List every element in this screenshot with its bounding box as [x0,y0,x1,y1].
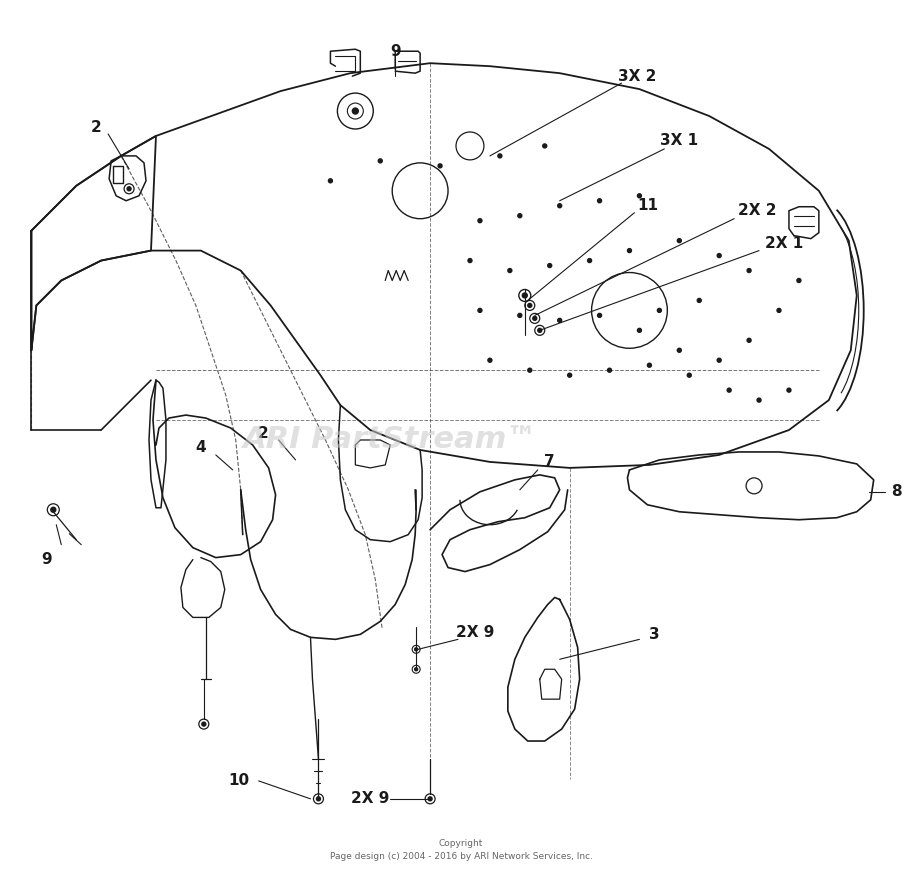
Circle shape [777,309,781,312]
Circle shape [488,358,492,362]
Circle shape [428,797,432,800]
Circle shape [547,263,552,268]
Text: 3: 3 [649,627,660,642]
Circle shape [568,373,571,378]
Circle shape [797,278,801,283]
Circle shape [597,199,602,203]
Text: ARI PartStream™: ARI PartStream™ [243,426,538,454]
Circle shape [638,329,641,332]
Circle shape [528,303,532,308]
Text: 10: 10 [228,773,249,788]
Circle shape [468,259,472,262]
Text: 7: 7 [545,454,555,469]
Text: 4: 4 [196,440,206,455]
Circle shape [478,219,482,222]
Text: Copyright: Copyright [438,839,483,848]
Circle shape [727,388,731,392]
Circle shape [638,194,641,198]
Text: Page design (c) 2004 - 2016 by ARI Network Services, Inc.: Page design (c) 2004 - 2016 by ARI Netwo… [330,852,593,862]
Circle shape [628,249,631,253]
Text: 2: 2 [90,120,102,135]
Circle shape [697,298,701,303]
Circle shape [533,317,537,320]
Circle shape [543,144,546,148]
Circle shape [508,269,512,273]
Circle shape [557,318,562,323]
Circle shape [478,309,482,312]
Circle shape [538,329,542,332]
Circle shape [647,364,652,367]
Circle shape [202,722,206,726]
Circle shape [597,313,602,317]
Circle shape [717,254,721,257]
Text: 2X 2: 2X 2 [737,203,776,218]
Circle shape [127,187,131,191]
Circle shape [757,399,761,402]
Circle shape [747,338,751,343]
Circle shape [677,348,681,352]
Text: 2X 9: 2X 9 [351,792,390,807]
Circle shape [518,313,521,317]
Text: 3X 1: 3X 1 [660,133,699,148]
Text: 9: 9 [41,552,52,567]
Circle shape [677,239,681,242]
Circle shape [688,373,691,378]
Circle shape [414,648,417,651]
Circle shape [497,153,502,158]
Circle shape [51,508,55,512]
Circle shape [607,368,612,372]
Circle shape [557,204,562,208]
Circle shape [787,388,791,392]
Text: 3X 2: 3X 2 [618,69,656,84]
Circle shape [317,797,320,800]
Circle shape [518,214,521,218]
Text: 2X 9: 2X 9 [456,625,494,640]
Text: 2: 2 [258,426,268,440]
Circle shape [329,179,332,183]
Circle shape [353,108,358,114]
Circle shape [747,269,751,273]
Text: 11: 11 [637,198,658,214]
Circle shape [414,668,417,671]
Text: 2X 1: 2X 1 [765,236,803,251]
Circle shape [378,159,382,163]
Circle shape [438,164,442,167]
Circle shape [588,259,592,262]
Text: 8: 8 [892,484,902,500]
Circle shape [657,309,662,312]
Circle shape [522,293,527,298]
Text: 9: 9 [390,44,401,58]
Circle shape [717,358,721,362]
Circle shape [528,368,532,372]
